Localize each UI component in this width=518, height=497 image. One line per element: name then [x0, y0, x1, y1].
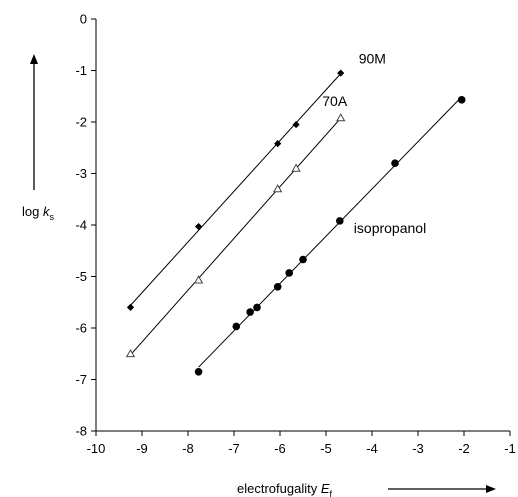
y-tick-label: -7	[75, 372, 87, 387]
data-point-isopropanol	[246, 308, 254, 316]
x-tick-label: -10	[87, 441, 106, 456]
data-point-90M	[274, 140, 282, 148]
data-point-70A	[291, 163, 301, 172]
x-axis-arrow-icon	[486, 485, 496, 493]
x-tick-label: -1	[504, 441, 516, 456]
y-tick-label: -2	[75, 115, 87, 130]
data-point-isopropanol	[273, 283, 282, 291]
y-tick-label: -1	[75, 63, 87, 78]
x-tick-label: -3	[412, 441, 424, 456]
y-axis-title: log ks	[22, 204, 54, 222]
ticks: -10 -9 -8 -7 -6 -5 -4 -3 -2 -10-1-2-3-4-5-6-7-8	[75, 12, 515, 457]
x-tick-label: -6	[274, 441, 286, 456]
y-tick-label: -3	[75, 166, 87, 181]
x-tick-label: -4	[366, 441, 378, 456]
y-tick-label: -8	[75, 424, 87, 439]
y-axis-arrow-icon	[30, 54, 38, 64]
data-point-isopropanol	[299, 255, 307, 264]
data-point-isopropanol	[457, 96, 466, 104]
data-point-70A	[193, 275, 204, 284]
series-label-70A: 70A	[322, 93, 348, 109]
data-point-isopropanol	[253, 303, 261, 312]
data-point-isopropanol	[336, 217, 344, 225]
y-tick-label: -5	[75, 269, 87, 284]
data-point-70A	[273, 184, 283, 193]
fit-line-70A	[130, 117, 342, 356]
fit-lines	[130, 73, 463, 368]
x-axis-title: electrofugality Ef	[237, 481, 333, 497]
axes	[95, 19, 510, 432]
data-points	[125, 69, 466, 376]
series-label-90M: 90M	[359, 51, 386, 67]
data-point-70A	[336, 113, 346, 122]
data-point-isopropanol	[194, 367, 203, 376]
data-point-isopropanol	[391, 159, 399, 167]
x-axis-title-group: electrofugality Ef	[237, 481, 496, 497]
data-point-70A	[125, 348, 136, 358]
x-tick-label: -9	[136, 441, 148, 456]
y-tick-label: -4	[75, 218, 87, 233]
data-point-90M	[292, 120, 300, 129]
data-point-90M	[194, 222, 203, 231]
x-tick-label: -2	[458, 441, 470, 456]
y-axis-title-group: log ks	[22, 54, 54, 222]
x-tick-label: -7	[228, 441, 240, 456]
series-label-isopropanol: isopropanol	[354, 220, 426, 236]
data-point-isopropanol	[232, 322, 241, 331]
fit-line-90M	[130, 73, 342, 306]
y-tick-label: 0	[80, 12, 87, 27]
data-point-90M	[126, 303, 135, 311]
x-tick-label: -8	[182, 441, 194, 456]
data-point-isopropanol	[285, 269, 294, 277]
data-point-90M	[337, 69, 345, 77]
y-tick-label: -6	[75, 321, 87, 336]
fit-line-isopropanol	[198, 96, 463, 368]
x-tick-label: -5	[320, 441, 332, 456]
series-labels: 90M 70A isopropanol	[322, 51, 426, 236]
